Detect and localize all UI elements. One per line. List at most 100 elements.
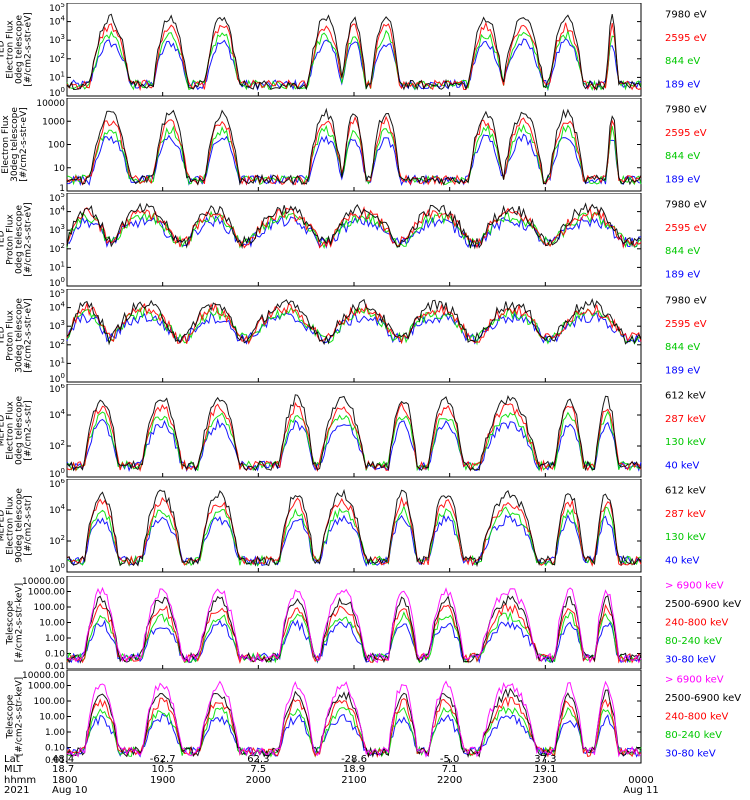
legend-entry: 287 keV <box>665 414 706 425</box>
series-trace <box>66 696 642 758</box>
legend-entry: 7980 eV <box>665 105 707 116</box>
y-tick-label: 102 <box>49 242 65 255</box>
y-tick-label: 1.00 <box>45 728 65 738</box>
y-tick-label: 102 <box>49 439 65 452</box>
footer-lat: -5.0 <box>439 754 460 765</box>
y-axis-title-line: Proton Flux <box>6 310 16 361</box>
y-axis-title-line: Proton Flux <box>6 214 16 265</box>
y-axis-title-line: 0deg telescope <box>15 205 25 275</box>
series-trace <box>66 504 642 567</box>
y-axis-title: Telescope [#/cm2-s-str-keV] <box>6 583 25 662</box>
y-axis-title-line: [#/cm2-s-str-eV] <box>24 202 34 277</box>
series-trace <box>66 311 642 345</box>
legend-entry: 30-80 keV <box>665 655 716 666</box>
y-axis-title: Telescope [#/cm2-s-str-keV] <box>6 677 25 756</box>
legend-entry: 7980 eV <box>665 296 707 307</box>
y-tick-label: 101 <box>49 70 65 83</box>
y-tick-label: 101 <box>49 260 65 273</box>
legend-entry: 130 keV <box>665 437 706 448</box>
legend-entry: 612 keV <box>665 391 706 402</box>
series-trace <box>66 394 642 472</box>
y-tick-label: 104 <box>49 503 65 516</box>
footer-mlt: 19.1 <box>534 764 557 775</box>
panel-2: 1 10 100 1000 10000 Electron Flux 30deg telesc… <box>1 98 707 194</box>
footer-lat: 37.3 <box>534 754 557 765</box>
footer-hhmm: 1900 <box>149 775 176 786</box>
y-tick-label: 101 <box>49 356 65 369</box>
legend-entry: 189 eV <box>665 269 700 280</box>
y-axis-title-line: [#/cm2-s-str-keV] <box>15 583 25 662</box>
y-tick-label: 0.01 <box>45 756 65 766</box>
footer-row-label: hhmm <box>4 775 37 786</box>
series-trace <box>66 586 642 664</box>
footer-hhmm: 2300 <box>532 775 559 786</box>
y-tick-label: 102 <box>49 52 65 65</box>
footer-lat: -62.7 <box>149 754 176 765</box>
y-tick-label: 10.00 <box>39 713 65 723</box>
footer-row-label: MLT <box>4 764 23 775</box>
y-tick-label: 103 <box>49 33 65 46</box>
footer-lat: 62.3 <box>247 754 270 765</box>
footer-mlt: 10.5 <box>151 764 174 775</box>
y-axis-title-line: Telescope <box>6 694 16 739</box>
series-trace <box>66 594 642 664</box>
legend-entry: 2595 eV <box>665 223 707 234</box>
y-tick-label: 102 <box>49 534 65 547</box>
series-trace <box>66 123 642 186</box>
y-axis-title-line: TED <box>0 230 7 249</box>
footer-row-label: Lat <box>4 754 20 765</box>
legend-entry: > 6900 keV <box>665 674 724 685</box>
y-tick-label: 100 <box>48 141 65 151</box>
footer-hhmm: 0000 <box>628 775 654 786</box>
legend-entry: 7980 eV <box>665 10 707 21</box>
series-trace <box>66 513 642 567</box>
legend-entry: 189 eV <box>665 365 700 376</box>
y-tick-label: 0.10 <box>45 650 65 660</box>
y-tick-label: 106 <box>49 479 65 490</box>
legend-entry: > 6900 keV <box>665 580 724 591</box>
y-axis-title-line: MEPED <box>0 510 7 542</box>
y-axis-title-line: TED <box>0 326 7 345</box>
y-axis-title: TED Electron Flux 0deg telescope [#/cm2-s-s… <box>0 12 34 87</box>
y-tick-label: 105 <box>49 289 65 300</box>
legend-entry: 2595 eV <box>665 128 707 139</box>
y-tick-label: 106 <box>49 384 65 395</box>
y-tick-label: 100 <box>49 562 65 575</box>
series-trace <box>66 713 642 758</box>
y-tick-label: 105 <box>49 3 65 14</box>
y-axis-title-line: 30deg telescope <box>15 298 25 373</box>
y-axis-title-line: MEPED <box>0 415 7 447</box>
series-trace <box>66 619 642 664</box>
series-trace <box>66 705 642 758</box>
legend-entry: 844 eV <box>665 342 700 353</box>
series-trace <box>66 28 642 91</box>
y-tick-label: 103 <box>49 223 65 236</box>
y-axis-title-line: Electron Flux <box>6 20 16 79</box>
y-axis-title-line: [#/cm2-s-str-eV] <box>19 107 29 182</box>
y-axis-title: TED Proton Flux 30deg telescope [#/cm2-s-st… <box>0 298 34 373</box>
legend-entry: 2500-6900 keV <box>665 599 741 610</box>
footer-mlt: 18.7 <box>52 764 75 775</box>
series-trace <box>66 210 641 250</box>
series-trace <box>66 401 642 473</box>
y-axis-title-line: 30deg telescope <box>10 107 20 182</box>
y-tick-label: 10 <box>54 164 66 174</box>
y-axis-title-line: Telescope <box>6 600 16 645</box>
series-trace <box>66 687 642 759</box>
y-tick-label: 100 <box>49 276 65 289</box>
y-tick-label: 104 <box>49 408 65 421</box>
time-axis-footer: Lat MLT hhmm 2021 48.4 18.7 1800 Aug 10 -62.7 10.… <box>0 755 750 800</box>
y-axis-title-line: 0deg telescope <box>15 396 25 466</box>
y-tick-label: 100.00 <box>34 603 66 613</box>
y-tick-label: 0.01 <box>45 662 65 672</box>
series-trace <box>66 298 642 346</box>
legend-entry: 40 keV <box>665 460 699 471</box>
footer-date: Aug 10 <box>52 785 88 796</box>
y-tick-label: 10000.00 <box>22 671 65 681</box>
series-trace <box>66 301 642 345</box>
series-trace <box>66 202 642 250</box>
y-tick-label: 104 <box>49 15 65 28</box>
legend-entry: 287 keV <box>665 509 706 520</box>
